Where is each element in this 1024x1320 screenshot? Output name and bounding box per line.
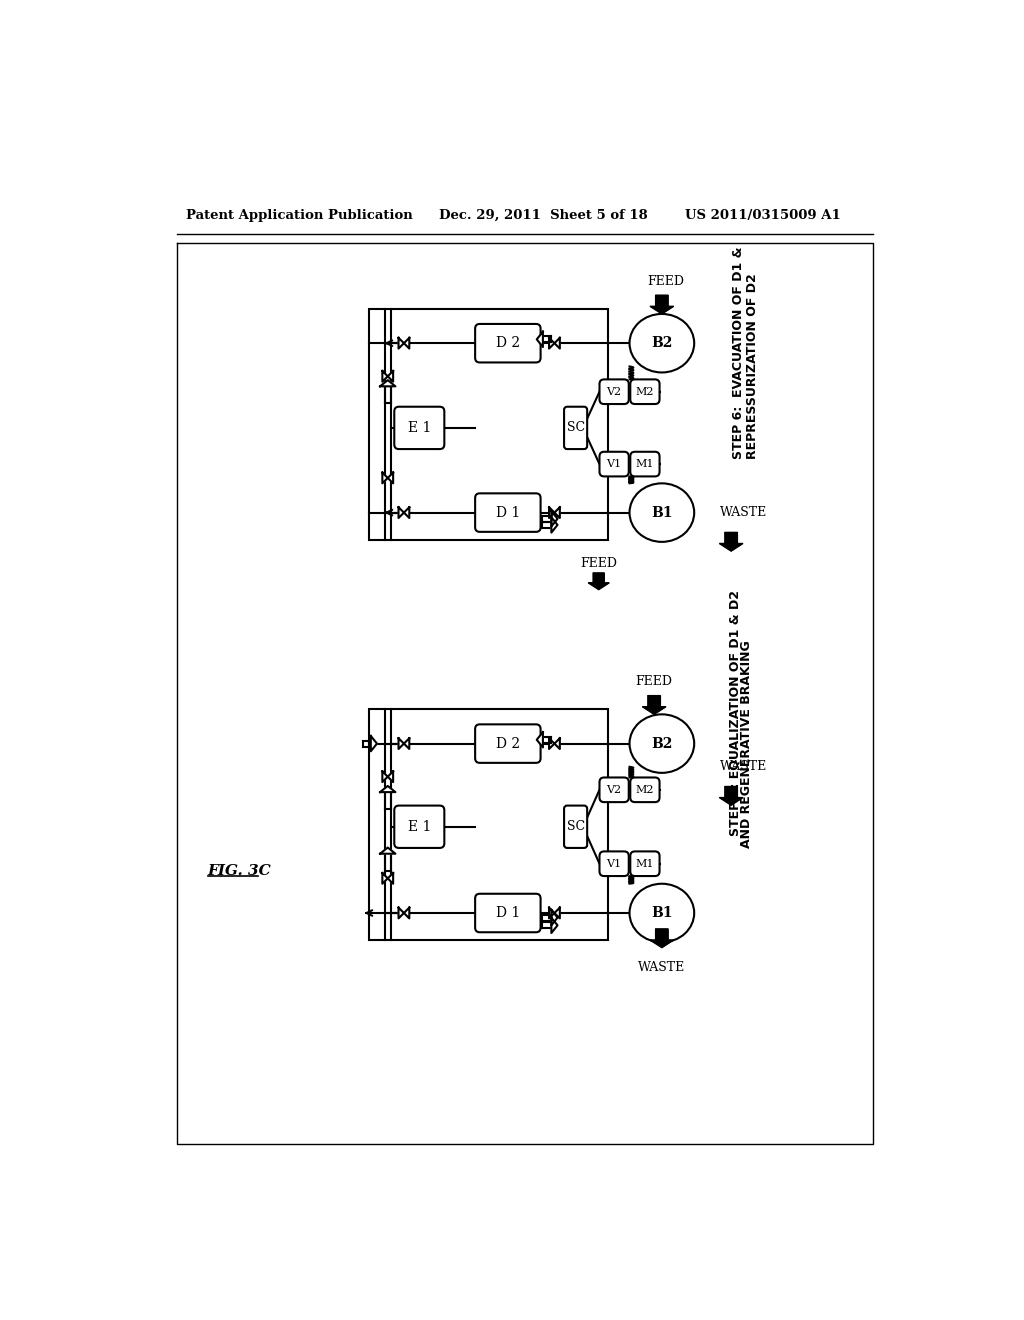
Polygon shape — [380, 785, 395, 792]
Text: WASTE: WASTE — [720, 506, 767, 519]
FancyBboxPatch shape — [394, 805, 444, 847]
Text: D 1: D 1 — [496, 506, 520, 520]
Bar — [370, 309, 608, 540]
Text: FEED: FEED — [636, 675, 673, 688]
Text: M1: M1 — [636, 459, 654, 469]
Text: M1: M1 — [636, 859, 654, 869]
Text: SC: SC — [566, 820, 585, 833]
FancyBboxPatch shape — [599, 379, 629, 404]
FancyBboxPatch shape — [631, 851, 659, 876]
Polygon shape — [642, 696, 666, 714]
Polygon shape — [551, 917, 557, 933]
Polygon shape — [403, 507, 410, 517]
Text: D 2: D 2 — [496, 337, 520, 350]
Text: FEED: FEED — [581, 557, 617, 570]
Polygon shape — [398, 908, 403, 919]
FancyBboxPatch shape — [475, 725, 541, 763]
Text: AND REGENERATIVE BRAKING: AND REGENERATIVE BRAKING — [740, 640, 753, 847]
Polygon shape — [588, 573, 609, 590]
Polygon shape — [720, 787, 743, 805]
Text: B1: B1 — [651, 906, 673, 920]
FancyBboxPatch shape — [475, 323, 541, 363]
Polygon shape — [398, 338, 403, 348]
Polygon shape — [382, 873, 388, 884]
Text: SC: SC — [566, 421, 585, 434]
Polygon shape — [382, 771, 388, 781]
Text: STEP 6:  EVACUATION OF D1 &: STEP 6: EVACUATION OF D1 & — [732, 247, 745, 459]
Text: FIG. 3C: FIG. 3C — [208, 863, 271, 878]
Polygon shape — [403, 908, 410, 919]
Polygon shape — [554, 738, 560, 748]
Polygon shape — [551, 909, 557, 925]
Polygon shape — [388, 771, 393, 781]
Text: E 1: E 1 — [408, 820, 431, 834]
Polygon shape — [382, 473, 388, 483]
Polygon shape — [549, 507, 554, 517]
FancyBboxPatch shape — [631, 451, 659, 477]
Text: FEED: FEED — [647, 275, 684, 288]
Text: E 1: E 1 — [408, 421, 431, 434]
Polygon shape — [388, 473, 393, 483]
Text: M2: M2 — [636, 387, 654, 397]
Text: B2: B2 — [651, 737, 673, 751]
Polygon shape — [380, 380, 395, 387]
Text: STEP 5: EQUALIZATION OF D1 & D2: STEP 5: EQUALIZATION OF D1 & D2 — [728, 590, 741, 836]
Text: B1: B1 — [651, 506, 673, 520]
Polygon shape — [380, 847, 395, 854]
Polygon shape — [551, 511, 557, 527]
Polygon shape — [554, 908, 560, 919]
Text: WASTE: WASTE — [638, 961, 685, 974]
Polygon shape — [388, 371, 393, 381]
FancyBboxPatch shape — [631, 777, 659, 803]
Text: V2: V2 — [606, 387, 622, 397]
Polygon shape — [549, 738, 554, 748]
FancyBboxPatch shape — [564, 407, 587, 449]
Text: WASTE: WASTE — [720, 760, 767, 774]
Polygon shape — [554, 507, 560, 517]
Polygon shape — [398, 738, 403, 748]
Polygon shape — [398, 507, 403, 517]
Text: V1: V1 — [606, 859, 622, 869]
Text: M2: M2 — [636, 785, 654, 795]
Polygon shape — [537, 331, 543, 347]
Ellipse shape — [630, 483, 694, 541]
FancyBboxPatch shape — [599, 777, 629, 803]
Polygon shape — [403, 738, 410, 748]
Text: Dec. 29, 2011  Sheet 5 of 18: Dec. 29, 2011 Sheet 5 of 18 — [438, 209, 647, 222]
Polygon shape — [549, 338, 554, 348]
Text: D 1: D 1 — [496, 906, 520, 920]
Polygon shape — [382, 371, 388, 381]
Text: Patent Application Publication: Patent Application Publication — [186, 209, 413, 222]
Ellipse shape — [630, 314, 694, 372]
FancyBboxPatch shape — [394, 407, 444, 449]
Text: V1: V1 — [606, 459, 622, 469]
FancyBboxPatch shape — [564, 805, 587, 847]
FancyBboxPatch shape — [475, 894, 541, 932]
Polygon shape — [720, 532, 743, 552]
Polygon shape — [403, 338, 410, 348]
Polygon shape — [549, 908, 554, 919]
Ellipse shape — [630, 714, 694, 774]
Text: US 2011/0315009 A1: US 2011/0315009 A1 — [685, 209, 841, 222]
Polygon shape — [551, 517, 557, 533]
Polygon shape — [537, 733, 543, 747]
FancyBboxPatch shape — [599, 451, 629, 477]
Polygon shape — [371, 737, 377, 751]
FancyBboxPatch shape — [599, 851, 629, 876]
Polygon shape — [388, 873, 393, 884]
Text: REPRESSURIZATION OF D2: REPRESSURIZATION OF D2 — [746, 273, 759, 459]
FancyBboxPatch shape — [631, 379, 659, 404]
Polygon shape — [650, 296, 674, 314]
FancyBboxPatch shape — [475, 494, 541, 532]
Ellipse shape — [630, 884, 694, 942]
Polygon shape — [554, 338, 560, 348]
Polygon shape — [650, 929, 674, 948]
Text: B2: B2 — [651, 337, 673, 350]
Bar — [370, 709, 608, 940]
Text: V2: V2 — [606, 785, 622, 795]
Text: D 2: D 2 — [496, 737, 520, 751]
